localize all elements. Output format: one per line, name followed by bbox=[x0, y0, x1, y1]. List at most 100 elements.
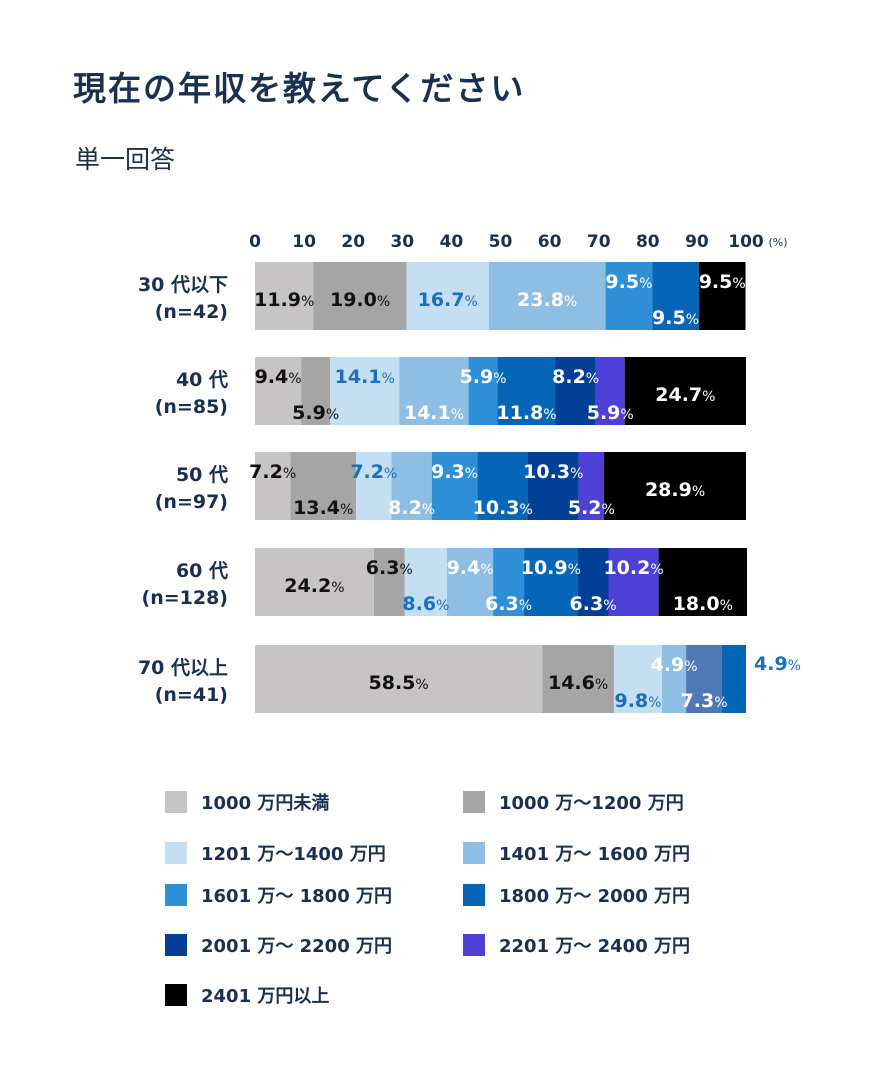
bar-segment bbox=[524, 548, 578, 616]
data-label: 9.5% bbox=[652, 307, 699, 329]
data-label: 8.2% bbox=[388, 497, 435, 519]
category-n-label: (n=128) bbox=[142, 587, 228, 609]
data-label: 58.5% bbox=[369, 672, 429, 694]
legend-label: 1000 万～1200 万円 bbox=[499, 793, 684, 814]
data-label: 6.3% bbox=[485, 593, 532, 615]
data-label: 19.0% bbox=[330, 289, 390, 311]
bar-segment bbox=[255, 548, 374, 616]
legend-label: 1401 万～ 1600 万円 bbox=[499, 844, 690, 865]
bar-segment bbox=[577, 548, 609, 616]
category-label: 50 代 bbox=[176, 464, 228, 486]
legend-label: 1800 万～ 2000 万円 bbox=[499, 886, 690, 907]
legend-label: 1000 万円未満 bbox=[201, 793, 330, 814]
x-tick-label: 30 bbox=[390, 232, 414, 252]
bar-segment bbox=[608, 548, 659, 616]
x-tick-label: 70 bbox=[587, 232, 611, 252]
legend-swatch bbox=[463, 884, 485, 906]
data-label: 4.9% bbox=[651, 654, 698, 676]
legend-item: 2201 万～ 2400 万円 bbox=[463, 932, 690, 958]
data-label: 24.7% bbox=[655, 384, 715, 406]
data-label: 9.5% bbox=[699, 271, 746, 293]
x-unit-label: (%) bbox=[768, 236, 787, 249]
data-label: 16.7% bbox=[418, 289, 478, 311]
bar-segment bbox=[290, 452, 357, 520]
legend-swatch bbox=[165, 791, 187, 813]
legend-swatch bbox=[463, 842, 485, 864]
bar-segment bbox=[686, 645, 722, 713]
data-label: 9.4% bbox=[447, 557, 494, 579]
bar-segment bbox=[497, 357, 556, 425]
chart-title: 現在の年収を教えてください bbox=[73, 69, 526, 108]
bar-segment bbox=[527, 452, 579, 520]
bar-segment bbox=[404, 548, 447, 616]
data-label: 6.3% bbox=[366, 557, 413, 579]
data-label: 10.2% bbox=[603, 557, 663, 579]
bar-segment bbox=[255, 452, 291, 520]
legend-swatch bbox=[165, 884, 187, 906]
data-label: 7.2% bbox=[249, 461, 296, 483]
bar-segment bbox=[373, 548, 405, 616]
category-n-label: (n=42) bbox=[155, 301, 228, 323]
bar-segment bbox=[698, 262, 746, 330]
data-label: 14.6% bbox=[548, 672, 608, 694]
bar-segment bbox=[488, 262, 606, 330]
data-label: 14.1% bbox=[404, 402, 464, 424]
x-tick-label: 90 bbox=[685, 232, 709, 252]
category-label: 30 代以下 bbox=[138, 274, 228, 296]
bar-segment bbox=[652, 262, 699, 330]
data-label: 24.2% bbox=[284, 575, 344, 597]
data-label: 9.3% bbox=[431, 461, 478, 483]
legend-swatch bbox=[463, 934, 485, 956]
bar-segment bbox=[605, 262, 653, 330]
data-label: 6.3% bbox=[570, 593, 617, 615]
bar-segment bbox=[595, 357, 625, 425]
data-label: 4.9% bbox=[754, 653, 801, 675]
legend-swatch bbox=[165, 934, 187, 956]
legend-label: 2201 万～ 2400 万円 bbox=[499, 936, 690, 957]
legend-label: 2001 万～ 2200 万円 bbox=[201, 936, 392, 957]
data-label: 5.9% bbox=[292, 402, 339, 424]
x-tick-label: 60 bbox=[538, 232, 562, 252]
legend-swatch bbox=[463, 791, 485, 813]
legend-label: 2401 万円以上 bbox=[201, 986, 330, 1007]
x-tick-label: 10 bbox=[292, 232, 316, 252]
category-label: 60 代 bbox=[176, 560, 228, 582]
data-label: 5.9% bbox=[587, 402, 634, 424]
data-label: 9.8% bbox=[614, 690, 661, 712]
bar-segment bbox=[721, 645, 746, 713]
legend-label: 1601 万～ 1800 万円 bbox=[201, 886, 392, 907]
bar-segment bbox=[255, 357, 302, 425]
category-n-label: (n=85) bbox=[155, 396, 228, 418]
legend-item: 2401 万円以上 bbox=[165, 982, 329, 1008]
legend-item: 1401 万～ 1600 万円 bbox=[463, 840, 690, 866]
category-label: 70 代以上 bbox=[138, 657, 228, 679]
data-label: 7.2% bbox=[350, 461, 397, 483]
bar-segment bbox=[578, 452, 605, 520]
data-label: 23.8% bbox=[517, 289, 577, 311]
data-label: 28.9% bbox=[645, 479, 705, 501]
data-label: 5.2% bbox=[568, 497, 615, 519]
x-tick-label: 0 bbox=[249, 232, 261, 252]
bar-segment bbox=[301, 357, 331, 425]
data-label: 10.3% bbox=[473, 497, 533, 519]
x-tick-label: 20 bbox=[341, 232, 365, 252]
data-label: 13.4% bbox=[293, 497, 353, 519]
bar-segment bbox=[613, 645, 663, 713]
data-label: 8.2% bbox=[552, 366, 599, 388]
legend-swatch bbox=[165, 984, 187, 1006]
bar-segment bbox=[624, 357, 746, 425]
bar-segment bbox=[493, 548, 525, 616]
x-tick-label: 100 bbox=[728, 232, 764, 252]
bar-segment bbox=[662, 645, 687, 713]
data-label: 11.8% bbox=[496, 402, 556, 424]
data-label: 9.5% bbox=[605, 271, 652, 293]
legend-item: 1601 万～ 1800 万円 bbox=[165, 882, 392, 908]
bar-segment bbox=[431, 452, 478, 520]
bar-segment bbox=[255, 262, 314, 330]
data-label: 8.6% bbox=[402, 593, 449, 615]
bar-segment bbox=[356, 452, 392, 520]
bar-segment bbox=[313, 262, 407, 330]
bar-segment bbox=[604, 452, 746, 520]
